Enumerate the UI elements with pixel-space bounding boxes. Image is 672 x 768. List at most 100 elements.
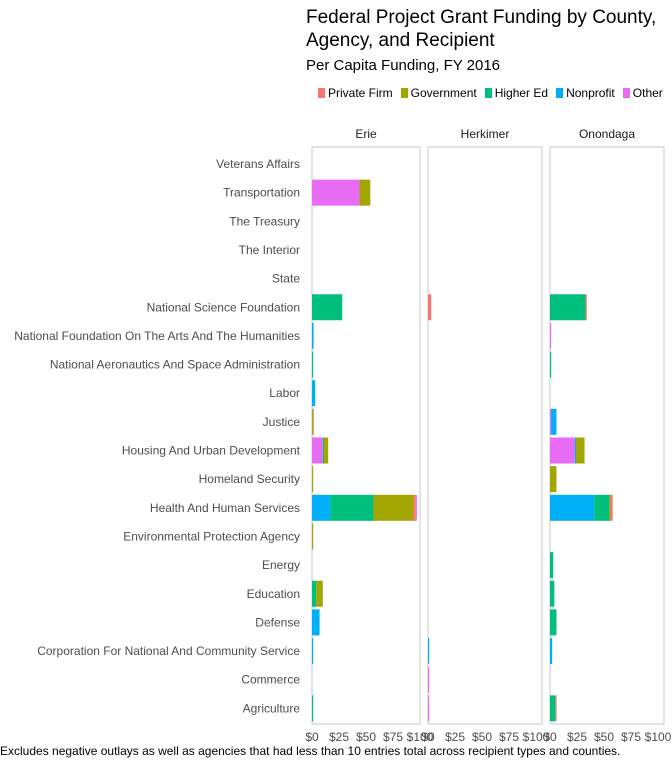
- legend-swatch: [484, 88, 492, 98]
- category-label: Energy: [262, 558, 300, 572]
- category-label: The Treasury: [229, 214, 300, 228]
- x-tick-label: $0: [305, 730, 319, 744]
- legend-swatch: [318, 88, 325, 98]
- facet-panel: [549, 146, 665, 725]
- legend-label: Nonprofit: [566, 86, 615, 100]
- x-tick-label: $0: [543, 730, 557, 744]
- x-tick-label: $100: [523, 730, 550, 744]
- bar-segment: [550, 351, 552, 378]
- x-tick-label: $75: [621, 730, 641, 744]
- bar-segment: [312, 609, 320, 636]
- legend-label: Higher Ed: [494, 86, 549, 100]
- category-label: Health And Human Services: [150, 501, 300, 515]
- x-tick-label: $50: [356, 730, 376, 744]
- category-label: Justice: [263, 415, 301, 429]
- bar-segment: [550, 294, 586, 321]
- bar-segment: [550, 609, 557, 636]
- bar-segment: [312, 294, 343, 321]
- x-tick-label: $25: [445, 730, 465, 744]
- facet-label: Herkimer: [461, 127, 510, 141]
- category-label: Corporation For National And Community S…: [37, 644, 300, 658]
- bar-segment: [312, 408, 314, 435]
- bar-segment: [609, 494, 611, 521]
- chart-legend: Private Firm Government Higher Ed Nonprofit…: [318, 86, 663, 100]
- category-label: Housing And Urban Development: [122, 444, 301, 458]
- x-tick-label: $50: [594, 730, 614, 744]
- category-label: Education: [247, 587, 300, 601]
- legend-label: Government: [410, 86, 477, 100]
- bar-segment: [312, 494, 331, 521]
- chart-plot: Veterans Affairs Transportation The Treasu…: [14, 127, 672, 744]
- bar-segment: [428, 638, 430, 665]
- bar-segment: [574, 437, 577, 464]
- bar-segment: [373, 494, 414, 521]
- category-label: National Science Foundation: [147, 300, 300, 314]
- facet-panel: [427, 146, 543, 725]
- legend-swatch: [400, 88, 408, 98]
- bar-segment: [413, 494, 416, 521]
- facet-panel: [311, 146, 421, 725]
- category-label: Labor: [269, 386, 300, 400]
- legend-swatch: [556, 88, 564, 98]
- bar-segment: [322, 437, 324, 464]
- bar-segment: [312, 580, 317, 607]
- legend-label: Private Firm: [328, 86, 393, 100]
- legend-item: Nonprofit: [556, 86, 615, 100]
- category-label: Environmental Protection Agency: [123, 529, 300, 543]
- bar-segment: [594, 494, 610, 521]
- legend-item: Government: [400, 86, 477, 100]
- bar-segment: [312, 179, 360, 206]
- chart-title: Federal Project Grant Funding by County,…: [306, 7, 657, 51]
- bar-segment: [312, 380, 316, 407]
- bar-segment: [312, 695, 314, 722]
- category-label: State: [272, 272, 300, 286]
- bar-segment: [312, 523, 314, 550]
- bar-segment: [312, 351, 314, 378]
- category-label: Defense: [255, 615, 300, 629]
- bar-segment: [316, 580, 323, 607]
- bar-segment: [312, 437, 323, 464]
- bar-segment: [550, 552, 554, 579]
- chart-caption: Excludes negative outlays as well as age…: [0, 744, 621, 758]
- legend-item: Other: [622, 86, 663, 100]
- legend-swatch: [622, 88, 630, 98]
- bar-segment: [585, 294, 587, 321]
- bar-segment: [415, 494, 417, 521]
- bar-segment: [359, 179, 371, 206]
- category-label: Agriculture: [243, 701, 301, 715]
- bar-segment: [312, 322, 314, 349]
- legend-item: Higher Ed: [484, 86, 549, 100]
- category-label: National Foundation On The Arts And The …: [14, 329, 300, 343]
- bar-segment: [551, 408, 557, 435]
- bar-segment: [323, 437, 329, 464]
- x-tick-label: $100: [645, 730, 672, 744]
- bar-segment: [550, 322, 552, 349]
- facet-label: Erie: [355, 127, 377, 141]
- category-label: Commerce: [241, 673, 300, 687]
- category-label: National Aeronautics And Space Administr…: [50, 358, 300, 372]
- bar-segment: [428, 695, 430, 722]
- x-tick-label: $0: [421, 730, 435, 744]
- bar-segment: [550, 638, 553, 665]
- legend-item: Private Firm: [318, 86, 393, 100]
- legend-label: Other: [632, 86, 663, 100]
- bar-segment: [428, 666, 430, 693]
- x-tick-label: $50: [472, 730, 492, 744]
- bar-segment: [550, 494, 595, 521]
- category-label: Homeland Security: [199, 472, 300, 486]
- category-label: The Interior: [239, 243, 300, 257]
- x-tick-label: $75: [499, 730, 519, 744]
- bar-segment: [550, 580, 555, 607]
- x-tick-label: $75: [383, 730, 403, 744]
- bar-segment: [312, 466, 314, 493]
- bar-segment: [550, 695, 556, 722]
- chart-subtitle: Per Capita Funding, FY 2016: [306, 57, 501, 74]
- bar-segment: [610, 494, 613, 521]
- bar-segment: [555, 695, 557, 722]
- x-tick-label: $25: [567, 730, 587, 744]
- bar-segment: [550, 437, 575, 464]
- bar-segment: [428, 294, 432, 321]
- bar-segment: [330, 494, 374, 521]
- category-label: Transportation: [223, 186, 300, 200]
- category-label: Veterans Affairs: [216, 157, 300, 171]
